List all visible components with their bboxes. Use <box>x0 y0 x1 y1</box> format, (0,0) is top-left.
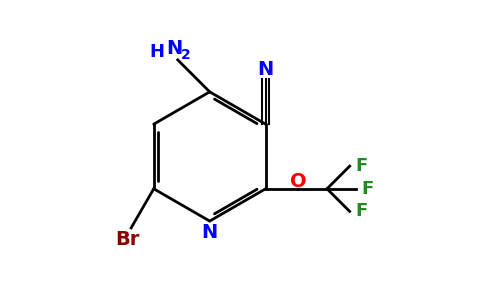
Text: O: O <box>289 172 306 190</box>
Text: N: N <box>257 60 274 79</box>
Text: N: N <box>201 223 218 242</box>
Text: F: F <box>362 180 374 198</box>
Text: 2: 2 <box>181 48 190 62</box>
Text: N: N <box>166 39 182 58</box>
Text: Br: Br <box>116 230 140 249</box>
Text: H: H <box>150 43 165 61</box>
Text: F: F <box>355 157 367 175</box>
Text: F: F <box>355 202 367 220</box>
